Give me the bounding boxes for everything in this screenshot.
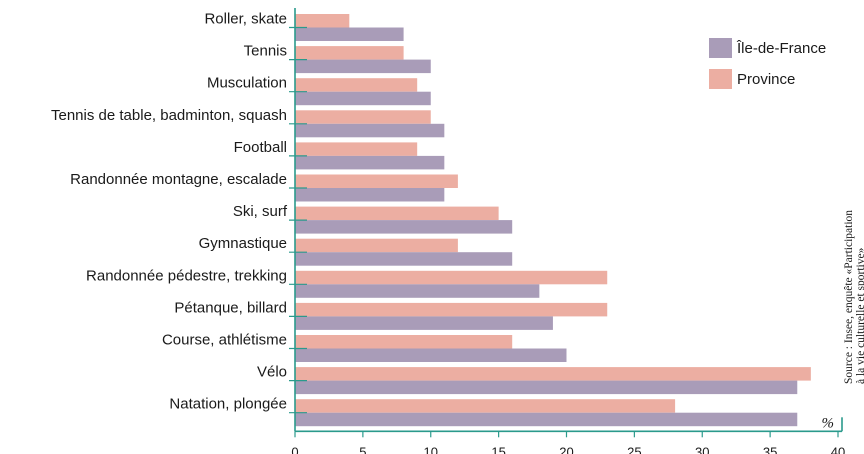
bar-province — [295, 270, 608, 285]
category-label: Pétanque, billard — [174, 299, 287, 316]
x-tick-label: 25 — [627, 444, 641, 454]
category-label: Natation, plongée — [169, 396, 287, 413]
bar-province — [295, 206, 499, 221]
bar-ile-de-france — [295, 316, 553, 330]
bar-ile-de-france — [295, 380, 798, 395]
bar-province — [295, 142, 418, 156]
category-label: Tennis de table, badminton, squash — [51, 107, 287, 124]
legend-ile-de-france-swatch — [709, 38, 732, 58]
bar-province — [295, 399, 676, 413]
bars-layer — [295, 14, 811, 427]
legend-ile-de-france-label: Île-de-France — [736, 40, 826, 57]
category-label: Ski, surf — [233, 203, 288, 220]
bar-province — [295, 367, 811, 381]
bar-ile-de-france — [295, 252, 513, 266]
legend: Île-de-France Province — [709, 38, 826, 89]
bar-ile-de-france — [295, 155, 445, 170]
category-labels: Roller, skate Tennis Musculation Tennis de … — [51, 11, 288, 413]
bar-province — [295, 302, 608, 317]
bar-ile-de-france — [295, 91, 431, 106]
bar-ile-de-france — [295, 412, 798, 427]
source-line-2: à la vie culturelle et sportive» — [855, 247, 864, 384]
bar-province — [295, 110, 431, 124]
x-tick-label: 15 — [491, 444, 505, 454]
category-label: Randonnée montagne, escalade — [70, 171, 287, 188]
axes-layer — [289, 8, 843, 438]
source-line-1: Source : Insee, enquête «Participation — [843, 210, 855, 384]
category-label: Vélo — [257, 364, 287, 381]
bar-province — [295, 14, 350, 28]
bar-province — [295, 78, 418, 92]
bar-province — [295, 335, 513, 349]
x-tick-label: 40 — [831, 444, 845, 454]
bar-province — [295, 238, 458, 253]
category-label: Tennis — [244, 43, 287, 60]
category-label: Roller, skate — [204, 11, 287, 28]
bar-province — [295, 174, 458, 188]
x-tick-label: 10 — [424, 444, 438, 454]
x-tick-label: 5 — [359, 444, 366, 454]
category-label: Musculation — [207, 75, 287, 92]
bar-ile-de-france — [295, 59, 431, 74]
x-tick-labels: 0 5 10 15 20 25 30 35 40 — [291, 444, 845, 454]
bar-ile-de-france — [295, 220, 513, 234]
x-tick-label: 30 — [695, 444, 709, 454]
bar-ile-de-france — [295, 348, 567, 362]
x-axis-ticks — [294, 431, 839, 438]
bar-ile-de-france — [295, 27, 404, 41]
legend-province-swatch — [709, 69, 732, 89]
unit-label: % — [822, 415, 835, 431]
bar-province — [295, 46, 404, 60]
bar-ile-de-france — [295, 188, 445, 202]
x-tick-label: 20 — [559, 444, 573, 454]
y-axis-ticks — [289, 26, 307, 414]
x-tick-label: 35 — [763, 444, 777, 454]
category-label: Course, athlétisme — [162, 332, 287, 349]
category-label: Gymnastique — [199, 235, 287, 252]
source-note: Source : Insee, enquête «Participation à… — [843, 210, 864, 384]
legend-province-label: Province — [737, 71, 795, 88]
category-label: Randonnée pédestre, trekking — [86, 267, 287, 284]
x-tick-label: 0 — [291, 444, 298, 454]
bar-ile-de-france — [295, 284, 540, 298]
bar-ile-de-france — [295, 123, 445, 138]
category-label: Football — [234, 139, 287, 156]
